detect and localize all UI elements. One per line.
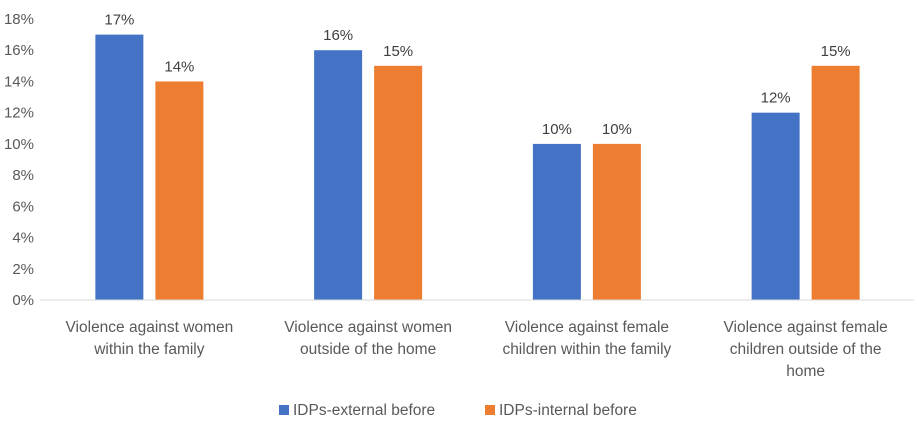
x-tick-label: children within the family (502, 341, 671, 358)
x-tick-label: within the family (93, 341, 205, 358)
y-tick-label: 12% (4, 105, 34, 122)
bar (592, 143, 641, 300)
x-axis: Violence against women within the family V… (66, 319, 888, 380)
y-tick-label: 6% (12, 198, 34, 215)
bar (751, 112, 800, 301)
legend-label: IDPs-internal before (499, 402, 637, 419)
bar (811, 65, 860, 300)
y-tick-label: 8% (12, 167, 34, 184)
bar (155, 81, 204, 300)
data-label: 14% (164, 58, 194, 75)
y-tick-label: 2% (12, 261, 34, 278)
legend-label: IDPs-external before (293, 402, 435, 419)
y-axis: 0% 2% 4% 6% 8% 10% 12% 14% 16% 18% (4, 11, 34, 309)
legend-swatch (279, 405, 289, 415)
bar (374, 65, 423, 300)
data-label: 10% (602, 121, 632, 138)
legend: IDPs-external before IDPs-internal before (279, 402, 637, 419)
data-label: 10% (542, 121, 572, 138)
data-label: 17% (104, 12, 134, 29)
x-tick-label: Violence against women (66, 319, 234, 336)
bar (95, 34, 144, 300)
bars (95, 34, 860, 301)
y-tick-label: 4% (12, 230, 34, 247)
data-labels: 17% 16% 10% 12% 14% 15% 10% 15% (104, 12, 850, 138)
data-label: 12% (761, 90, 791, 107)
data-label: 15% (821, 43, 851, 60)
bar (314, 50, 363, 300)
y-tick-label: 16% (4, 42, 34, 59)
bar (532, 143, 581, 300)
y-tick-label: 10% (4, 136, 34, 153)
y-tick-label: 0% (12, 292, 34, 309)
data-label: 15% (383, 43, 413, 60)
x-tick-label: Violence against female (723, 319, 887, 336)
legend-swatch (485, 405, 495, 415)
y-tick-label: 18% (4, 11, 34, 28)
x-tick-label: Violence against female (505, 319, 669, 336)
x-tick-label: Violence against women (284, 319, 452, 336)
x-tick-label: home (786, 363, 825, 380)
y-tick-label: 14% (4, 73, 34, 90)
x-tick-label: outside of the home (300, 341, 436, 358)
data-label: 16% (323, 27, 353, 44)
x-tick-label: children outside of the (730, 341, 882, 358)
